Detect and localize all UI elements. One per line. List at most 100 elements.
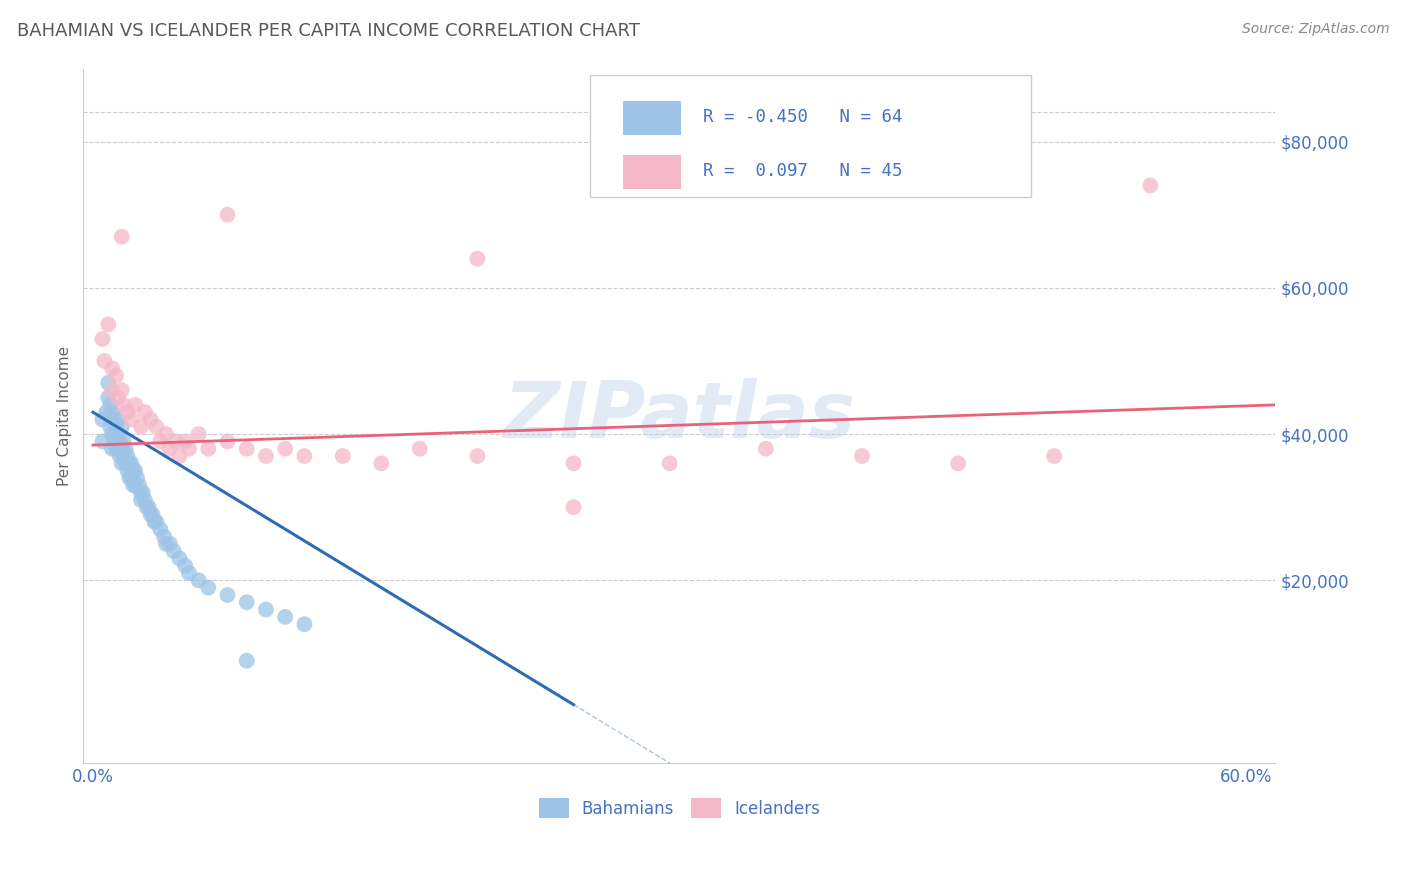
Point [107, 427, 129, 442]
Point [101, 405, 124, 419]
Point [217, 434, 239, 449]
Point [91, 412, 114, 426]
Point [104, 419, 127, 434]
Bar [623, 102, 681, 135]
Point [104, 368, 127, 383]
Point [562, 456, 585, 470]
Point [114, 442, 136, 456]
Point [112, 434, 135, 449]
Text: Source: ZipAtlas.com: Source: ZipAtlas.com [1241, 22, 1389, 37]
Point [409, 442, 432, 456]
Point [274, 610, 297, 624]
Point [159, 537, 181, 551]
Point [107, 391, 129, 405]
Point [104, 442, 127, 456]
Point [117, 464, 139, 478]
Point [217, 208, 239, 222]
Point [118, 456, 141, 470]
Point [254, 449, 277, 463]
Point [153, 529, 176, 543]
Point [117, 449, 139, 463]
Point [93, 354, 115, 368]
Point [129, 492, 152, 507]
Point [111, 419, 134, 434]
Point [149, 522, 172, 536]
Text: R =  0.097   N = 45: R = 0.097 N = 45 [703, 162, 903, 180]
Point [101, 361, 124, 376]
Point [197, 581, 219, 595]
Point [124, 398, 146, 412]
Point [332, 449, 354, 463]
Point [274, 442, 297, 456]
Legend: Bahamians, Icelanders: Bahamians, Icelanders [531, 792, 827, 824]
Point [169, 551, 191, 566]
Point [254, 602, 277, 616]
Point [946, 456, 969, 470]
Point [97, 318, 120, 332]
Point [124, 478, 146, 492]
Y-axis label: Per Capita Income: Per Capita Income [58, 346, 72, 486]
Point [120, 471, 142, 485]
Point [97, 376, 120, 390]
Point [174, 558, 197, 573]
Point [112, 449, 135, 463]
Point [187, 574, 209, 588]
Point [132, 485, 155, 500]
FancyBboxPatch shape [591, 76, 1031, 197]
Point [187, 427, 209, 442]
Point [1139, 178, 1161, 193]
Point [96, 405, 118, 419]
Point [124, 464, 146, 478]
Point [111, 383, 134, 397]
Point [129, 419, 152, 434]
Point [165, 434, 187, 449]
Point [97, 391, 120, 405]
Point [155, 537, 177, 551]
Point [169, 449, 191, 463]
Point [139, 508, 162, 522]
Point [145, 515, 167, 529]
Point [111, 456, 134, 470]
Point [120, 412, 142, 426]
Point [163, 544, 186, 558]
Point [292, 617, 315, 632]
Point [1043, 449, 1066, 463]
Point [108, 449, 131, 463]
Point [155, 427, 177, 442]
Point [658, 456, 681, 470]
Point [138, 500, 160, 515]
Point [149, 434, 172, 449]
Point [235, 654, 257, 668]
Text: ZIPatlas: ZIPatlas [503, 378, 855, 454]
Point [145, 419, 167, 434]
Text: BAHAMIAN VS ICELANDER PER CAPITA INCOME CORRELATION CHART: BAHAMIAN VS ICELANDER PER CAPITA INCOME … [17, 22, 640, 40]
Point [177, 442, 200, 456]
Point [467, 449, 489, 463]
Point [103, 434, 125, 449]
Point [98, 398, 121, 412]
Point [120, 456, 142, 470]
Point [235, 595, 257, 609]
Text: R = -0.450   N = 64: R = -0.450 N = 64 [703, 109, 903, 127]
Point [98, 419, 121, 434]
Point [141, 508, 163, 522]
Point [134, 405, 156, 419]
Point [467, 252, 489, 266]
Point [127, 471, 149, 485]
Point [139, 412, 162, 426]
Point [101, 427, 124, 442]
Point [292, 449, 315, 463]
Point [143, 515, 166, 529]
Point [135, 500, 157, 515]
Point [159, 442, 181, 456]
Point [108, 434, 131, 449]
Point [197, 442, 219, 456]
Bar [623, 155, 681, 188]
Point [177, 566, 200, 580]
Point [235, 442, 257, 456]
Point [114, 456, 136, 470]
Point [217, 588, 239, 602]
Point [107, 442, 129, 456]
Point [111, 229, 134, 244]
Point [129, 485, 152, 500]
